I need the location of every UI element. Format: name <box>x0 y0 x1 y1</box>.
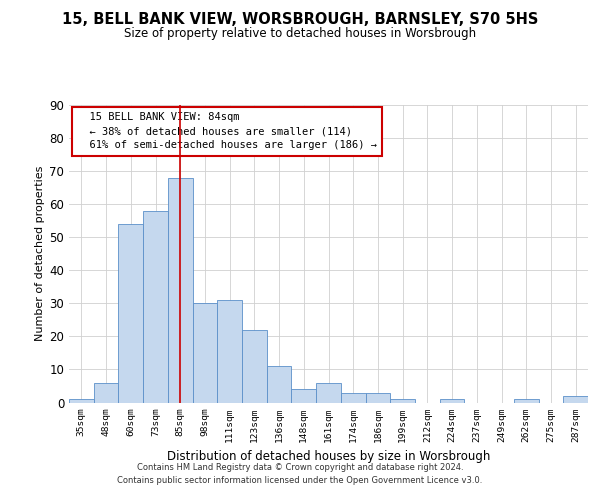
Text: 15 BELL BANK VIEW: 84sqm
  ← 38% of detached houses are smaller (114)
  61% of s: 15 BELL BANK VIEW: 84sqm ← 38% of detach… <box>77 112 377 150</box>
Text: Contains HM Land Registry data © Crown copyright and database right 2024.: Contains HM Land Registry data © Crown c… <box>137 462 463 471</box>
Bar <box>341 392 365 402</box>
Text: Contains public sector information licensed under the Open Government Licence v3: Contains public sector information licen… <box>118 476 482 485</box>
Bar <box>440 399 464 402</box>
Bar <box>292 390 316 402</box>
Bar <box>390 399 415 402</box>
X-axis label: Distribution of detached houses by size in Worsbrough: Distribution of detached houses by size … <box>167 450 490 463</box>
Text: Size of property relative to detached houses in Worsbrough: Size of property relative to detached ho… <box>124 28 476 40</box>
Text: 15, BELL BANK VIEW, WORSBROUGH, BARNSLEY, S70 5HS: 15, BELL BANK VIEW, WORSBROUGH, BARNSLEY… <box>62 12 538 28</box>
Bar <box>94 382 118 402</box>
Bar <box>316 382 341 402</box>
Bar <box>267 366 292 403</box>
Bar <box>168 178 193 402</box>
Bar <box>242 330 267 402</box>
Bar <box>143 211 168 402</box>
Bar <box>217 300 242 402</box>
Bar <box>193 304 217 402</box>
Y-axis label: Number of detached properties: Number of detached properties <box>35 166 45 342</box>
Bar <box>69 399 94 402</box>
Bar <box>118 224 143 402</box>
Bar <box>365 392 390 402</box>
Bar <box>514 399 539 402</box>
Bar <box>563 396 588 402</box>
